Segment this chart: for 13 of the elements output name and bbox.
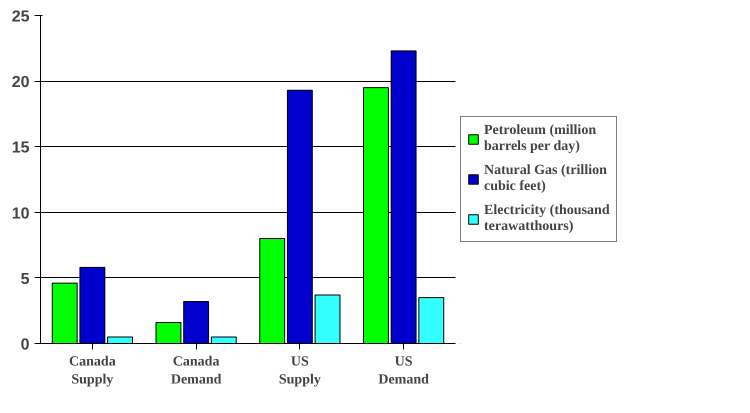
y-tick-label: 20 (12, 74, 30, 92)
y-tick-label: 0 (20, 336, 30, 354)
y-tick-label: 10 (12, 205, 30, 222)
legend-label: Petroleum (million barrels per day) (484, 123, 596, 155)
x-tick-label: US Demand (378, 354, 430, 388)
x-tick-label: Canada Demand (170, 354, 222, 388)
legend-label: Electricity (thousand terawatthours) (484, 203, 610, 235)
x-tick-label: Canada Supply (69, 354, 116, 388)
y-tick-label: 15 (12, 140, 30, 157)
y-tick-label: 25 (12, 8, 30, 26)
legend-label: Natural Gas (trillion cubic feet) (484, 163, 607, 195)
y-tick-label: 5 (20, 270, 30, 288)
x-tick-label: US Supply (278, 354, 321, 388)
